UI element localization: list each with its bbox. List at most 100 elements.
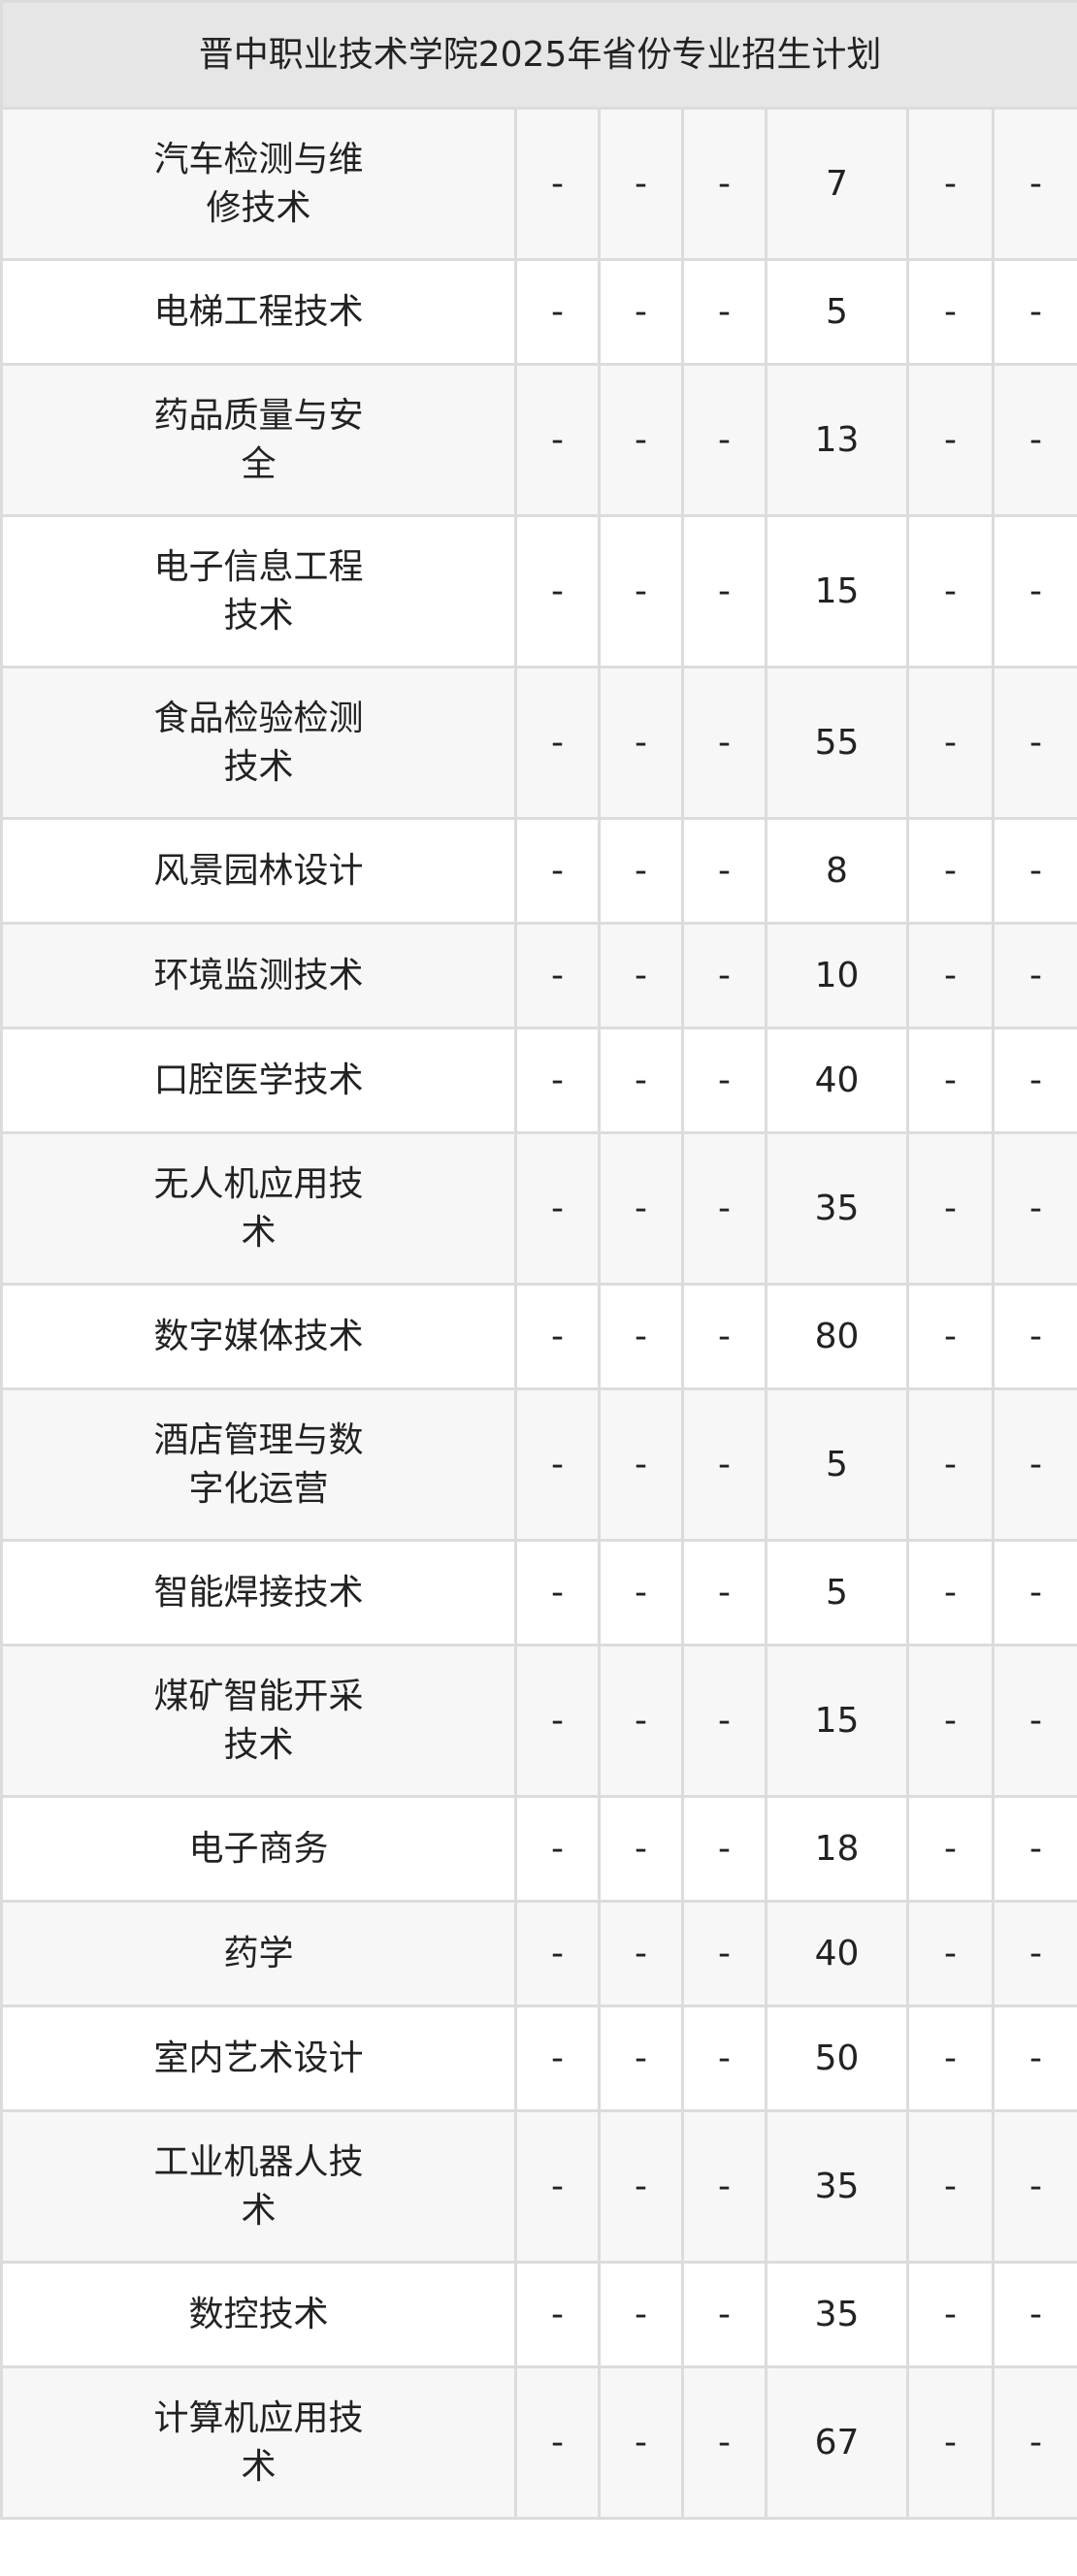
major-name: 食品检验检测技术 [153, 698, 364, 787]
value-cell: - [991, 666, 1077, 820]
value-cell: - [906, 1539, 995, 1647]
value-cell: - [598, 2005, 684, 2112]
value-cell: 67 [765, 2365, 909, 2520]
major-name: 口腔医学技术 [153, 1060, 364, 1100]
value-cell: - [514, 1283, 601, 1390]
value-cell: - [514, 2365, 601, 2520]
value-cell: - [514, 1795, 601, 1903]
value-cell: - [906, 107, 995, 261]
value-cell: 5 [765, 1539, 909, 1647]
value-cell: - [991, 2365, 1077, 2520]
value-cell: 8 [765, 817, 909, 925]
table-row: 智能焊接技术 - - -5- - [0, 1539, 1077, 1647]
major-name: 药学 [223, 1933, 294, 1973]
value-cell: - [991, 258, 1077, 366]
table-row: 电子信息工程技术 - - -15- - [0, 514, 1077, 668]
major-name: 风景园林设计 [153, 850, 364, 891]
value-cell: - [681, 1131, 767, 1286]
major-name: 药品质量与安全 [153, 395, 364, 484]
value-cell: - [514, 1539, 601, 1647]
value-cell: - [598, 1283, 684, 1390]
value-cell: - [598, 2365, 684, 2520]
table-row: 无人机应用技术 - - -35- - [0, 1131, 1077, 1286]
value-cell: - [681, 2109, 767, 2264]
value-cell: - [514, 817, 601, 925]
table-row: 室内艺术设计 - - -50- - [0, 2005, 1077, 2112]
value-cell: - [991, 1283, 1077, 1390]
value-cell: - [681, 107, 767, 261]
value-cell: - [514, 1900, 601, 2007]
table-row: 电梯工程技术 - - -5- - [0, 258, 1077, 366]
value-cell: - [906, 363, 995, 517]
table-row: 酒店管理与数字化运营 - - -5- - [0, 1387, 1077, 1542]
major-name: 汽车检测与维修技术 [153, 139, 364, 228]
value-cell: - [991, 363, 1077, 517]
major-name: 室内艺术设计 [153, 2038, 364, 2078]
value-cell: - [514, 514, 601, 668]
value-cell: - [514, 922, 601, 1029]
value-cell: - [514, 2109, 601, 2264]
value-cell: - [991, 1795, 1077, 1903]
major-name-cell: 电梯工程技术 [0, 258, 517, 366]
value-cell: - [598, 666, 684, 820]
value-cell: 80 [765, 1283, 909, 1390]
enrollment-plan-table: 晋中职业技术学院2025年省份专业招生计划 汽车检测与维修技术 - - -7- - 电梯工… [0, 0, 1077, 2520]
value-cell: 5 [765, 258, 909, 366]
value-cell: - [598, 817, 684, 925]
value-cell: - [681, 2261, 767, 2368]
value-cell: - [906, 666, 995, 820]
value-cell: 7 [765, 107, 909, 261]
value-cell: - [681, 514, 767, 668]
major-name-cell: 计算机应用技术 [0, 2365, 517, 2520]
value-cell: - [681, 1795, 767, 1903]
value-cell: - [598, 1131, 684, 1286]
major-name: 智能焊接技术 [153, 1572, 364, 1613]
value-cell: 18 [765, 1795, 909, 1903]
value-cell: - [514, 1644, 601, 1798]
table-row: 药学 - - -40- - [0, 1900, 1077, 2007]
value-cell: 5 [765, 1387, 909, 1542]
value-cell: - [598, 2261, 684, 2368]
value-cell: - [991, 2261, 1077, 2368]
value-cell: - [991, 2109, 1077, 2264]
major-name-cell: 工业机器人技术 [0, 2109, 517, 2264]
value-cell: - [906, 514, 995, 668]
major-name-cell: 环境监测技术 [0, 922, 517, 1029]
value-cell: - [514, 363, 601, 517]
value-cell: - [514, 258, 601, 366]
table-row: 电子商务 - - -18- - [0, 1795, 1077, 1903]
value-cell: - [991, 1387, 1077, 1542]
value-cell: - [991, 1131, 1077, 1286]
major-name: 酒店管理与数字化运营 [153, 1419, 364, 1509]
value-cell: - [906, 1283, 995, 1390]
major-name-cell: 数控技术 [0, 2261, 517, 2368]
table-row: 药品质量与安全 - - -13- - [0, 363, 1077, 517]
value-cell: - [598, 1900, 684, 2007]
value-cell: - [598, 2109, 684, 2264]
value-cell: - [681, 1644, 767, 1798]
major-name-cell: 风景园林设计 [0, 817, 517, 925]
value-cell: 55 [765, 666, 909, 820]
table-row: 工业机器人技术 - - -35- - [0, 2109, 1077, 2264]
value-cell: - [991, 514, 1077, 668]
value-cell: 15 [765, 514, 909, 668]
value-cell: - [991, 2005, 1077, 2112]
value-cell: - [991, 1539, 1077, 1647]
value-cell: - [598, 363, 684, 517]
value-cell: - [906, 2261, 995, 2368]
table-row: 煤矿智能开采技术 - - -15- - [0, 1644, 1077, 1798]
value-cell: - [906, 1795, 995, 1903]
table-row: 汽车检测与维修技术 - - -7- - [0, 107, 1077, 261]
value-cell: - [991, 1900, 1077, 2007]
major-name: 环境监测技术 [153, 955, 364, 995]
major-name-cell: 口腔医学技术 [0, 1027, 517, 1134]
value-cell: - [991, 922, 1077, 1029]
value-cell: - [681, 1539, 767, 1647]
major-name-cell: 食品检验检测技术 [0, 666, 517, 820]
value-cell: - [991, 1027, 1077, 1134]
major-name-cell: 室内艺术设计 [0, 2005, 517, 2112]
value-cell: - [681, 2005, 767, 2112]
major-name-cell: 药品质量与安全 [0, 363, 517, 517]
value-cell: - [681, 363, 767, 517]
value-cell: 15 [765, 1644, 909, 1798]
